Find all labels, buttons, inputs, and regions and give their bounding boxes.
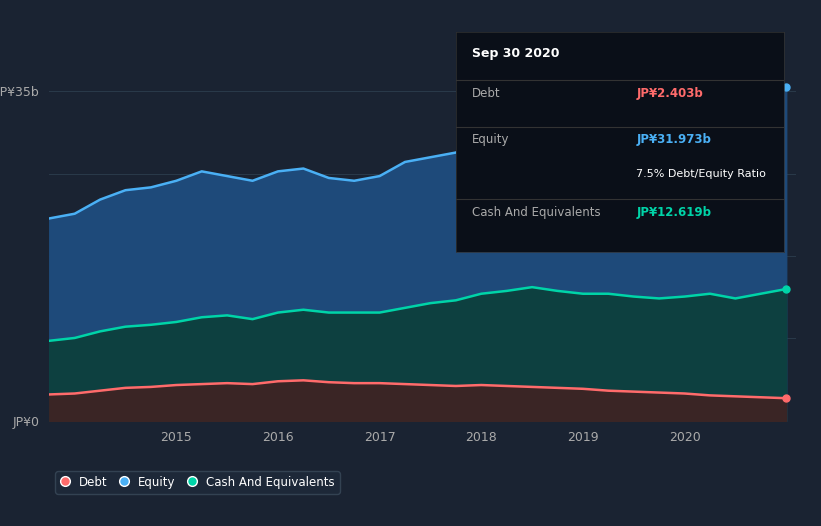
Legend: Debt, Equity, Cash And Equivalents: Debt, Equity, Cash And Equivalents	[55, 471, 340, 493]
Text: Equity: Equity	[472, 133, 510, 146]
Text: Cash And Equivalents: Cash And Equivalents	[472, 206, 601, 219]
Text: JP¥31.973b: JP¥31.973b	[636, 133, 711, 146]
Text: Sep 30 2020: Sep 30 2020	[472, 47, 560, 60]
Text: 7.5% Debt/Equity Ratio: 7.5% Debt/Equity Ratio	[636, 168, 766, 178]
Text: JP¥12.619b: JP¥12.619b	[636, 206, 711, 219]
Text: Debt: Debt	[472, 87, 501, 100]
Text: JP¥2.403b: JP¥2.403b	[636, 87, 703, 100]
